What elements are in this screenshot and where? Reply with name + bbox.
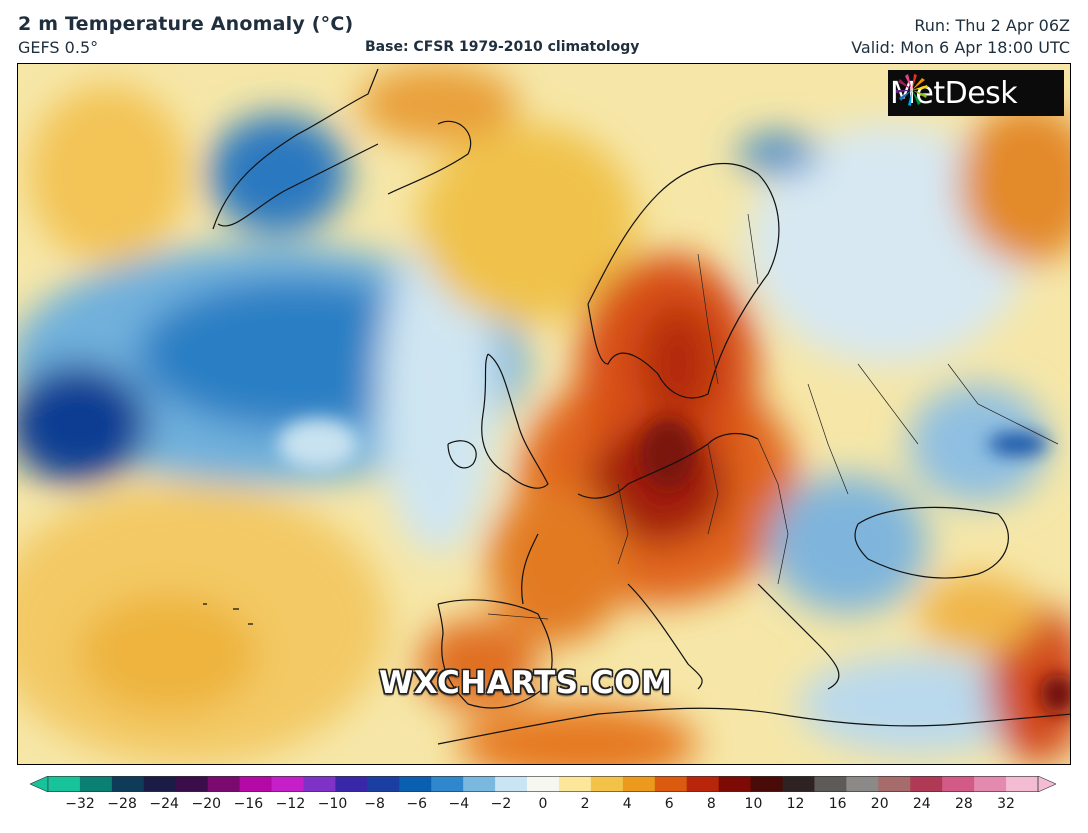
- colorbar-frame: [47, 776, 1039, 792]
- coast-iberia: [437, 599, 553, 709]
- climatology-base-label: Base: CFSR 1979-2010 climatology: [365, 39, 640, 55]
- border-scandinavia: [697, 213, 759, 385]
- colorbar-tick-label: 6: [664, 796, 674, 812]
- coast-scandinavia: [587, 163, 780, 399]
- colorbar-tick-label: 16: [828, 796, 847, 812]
- colorbar-segment: [48, 776, 81, 792]
- coast-british-isles: [447, 353, 549, 489]
- colorbar-segment: [974, 776, 1007, 792]
- colorbar-tick-label: −20: [191, 796, 222, 812]
- border-spain-france: [487, 613, 549, 620]
- anomaly-field-detail: [278, 419, 1070, 714]
- colorbar: [30, 776, 1056, 792]
- colorbar-segment: [1006, 776, 1039, 792]
- colorbar-segment: [686, 776, 720, 792]
- border-france-germany: [617, 483, 629, 565]
- wxcharts-watermark: WXCHARTS.COM: [379, 665, 673, 701]
- coast-balkans-greece: [757, 583, 840, 690]
- colorbar-segment: [367, 776, 400, 792]
- border-central-east: [757, 438, 789, 585]
- coastlines: [203, 68, 1070, 745]
- colorbar-segment: [814, 776, 847, 792]
- colorbar-segment: [239, 776, 273, 792]
- colorbar-tick-label: 32: [997, 796, 1015, 812]
- colorbar-segment: [207, 776, 241, 792]
- colorbar-tick-label: 2: [580, 796, 590, 812]
- colorbar-tick-label: 20: [870, 796, 889, 812]
- coast-western-europe: [521, 432, 759, 605]
- colorbar-segment: [718, 776, 752, 792]
- colorbar-segment: [431, 776, 464, 792]
- colorbar-tick-label: −4: [448, 796, 470, 812]
- border-russia: [947, 363, 1059, 445]
- anomaly-field: [18, 64, 1070, 764]
- colorbar-tick-label: 12: [786, 796, 805, 812]
- coast-black-sea: [854, 506, 1009, 579]
- colorbar-tick-label: 8: [706, 796, 716, 812]
- colorbar-tick-label: −16: [233, 796, 264, 812]
- colorbar-tick-label: 0: [538, 796, 548, 812]
- colorbar-segment: [271, 776, 305, 792]
- border-eastern-europe: [807, 363, 919, 495]
- colorbar-segment: [622, 776, 656, 792]
- colorbar-tick-label: −8: [364, 796, 385, 812]
- colorbar-segment: [910, 776, 943, 792]
- metdesk-pinwheel-icon: [896, 74, 928, 106]
- colorbar-tick-label: −24: [149, 796, 179, 812]
- colorbar-segment: [399, 776, 432, 792]
- colorbar-segment: [878, 776, 911, 792]
- colorbar-segment: [590, 776, 624, 792]
- colorbar-tick-label: −6: [406, 796, 428, 812]
- colorbar-segment: [782, 776, 816, 792]
- colorbar-ticks: −32 −28 −24 −20 −16 −12 −10 −8 −6 −4 −2 0 2 4 6 8 10 12 16…: [0, 796, 1088, 816]
- coast-italy: [627, 583, 703, 690]
- temperature-anomaly-map: MetDesk WXCHARTS.COM: [17, 63, 1071, 765]
- colorbar-segment: [463, 776, 496, 792]
- coast-mediterranean-africa: [437, 707, 1070, 745]
- chart-title: 2 m Temperature Anomaly (°C): [18, 13, 354, 35]
- coast-greenland: [212, 68, 379, 230]
- colorbar-segment: [175, 776, 209, 792]
- country-borders: [487, 213, 1059, 620]
- colorbar-tick-label: 28: [954, 796, 973, 812]
- colorbar-tick-label: −28: [107, 796, 137, 812]
- metdesk-logo: MetDesk: [888, 70, 1064, 116]
- colorbar-segment: [942, 776, 975, 792]
- colorbar-max-extend: [1037, 776, 1056, 792]
- colorbar-segment: [79, 776, 113, 792]
- colorbar-tick-label: −10: [317, 796, 348, 812]
- model-label: GEFS 0.5°: [18, 38, 99, 57]
- colorbar-segment: [654, 776, 688, 792]
- colorbar-tick-label: 10: [744, 796, 763, 812]
- colorbar-tick-label: 4: [622, 796, 632, 812]
- run-label: Run: Thu 2 Apr 06Z: [914, 16, 1070, 35]
- colorbar-segment: [495, 776, 528, 792]
- colorbar-segment: [846, 776, 879, 792]
- colorbar-segment: [111, 776, 145, 792]
- colorbar-segment: [303, 776, 337, 792]
- colorbar-min-extend: [30, 776, 49, 792]
- coast-atlantic-islands: [203, 603, 253, 625]
- colorbar-tick-label: −12: [275, 796, 306, 812]
- border-germany-poland: [707, 443, 719, 535]
- coast-iceland: [387, 120, 472, 195]
- colorbar-segment: [558, 776, 592, 792]
- colorbar-tick-label: −2: [490, 796, 512, 812]
- colorbar-segment: [335, 776, 368, 792]
- colorbar-tick-label: −32: [65, 796, 95, 812]
- colorbar-segment: [527, 776, 560, 792]
- colorbar-segment: [750, 776, 784, 792]
- map-canvas: [18, 64, 1070, 764]
- colorbar-tick-label: 24: [912, 796, 931, 812]
- valid-time-label: Valid: Mon 6 Apr 18:00 UTC: [851, 38, 1070, 57]
- colorbar-segment: [143, 776, 177, 792]
